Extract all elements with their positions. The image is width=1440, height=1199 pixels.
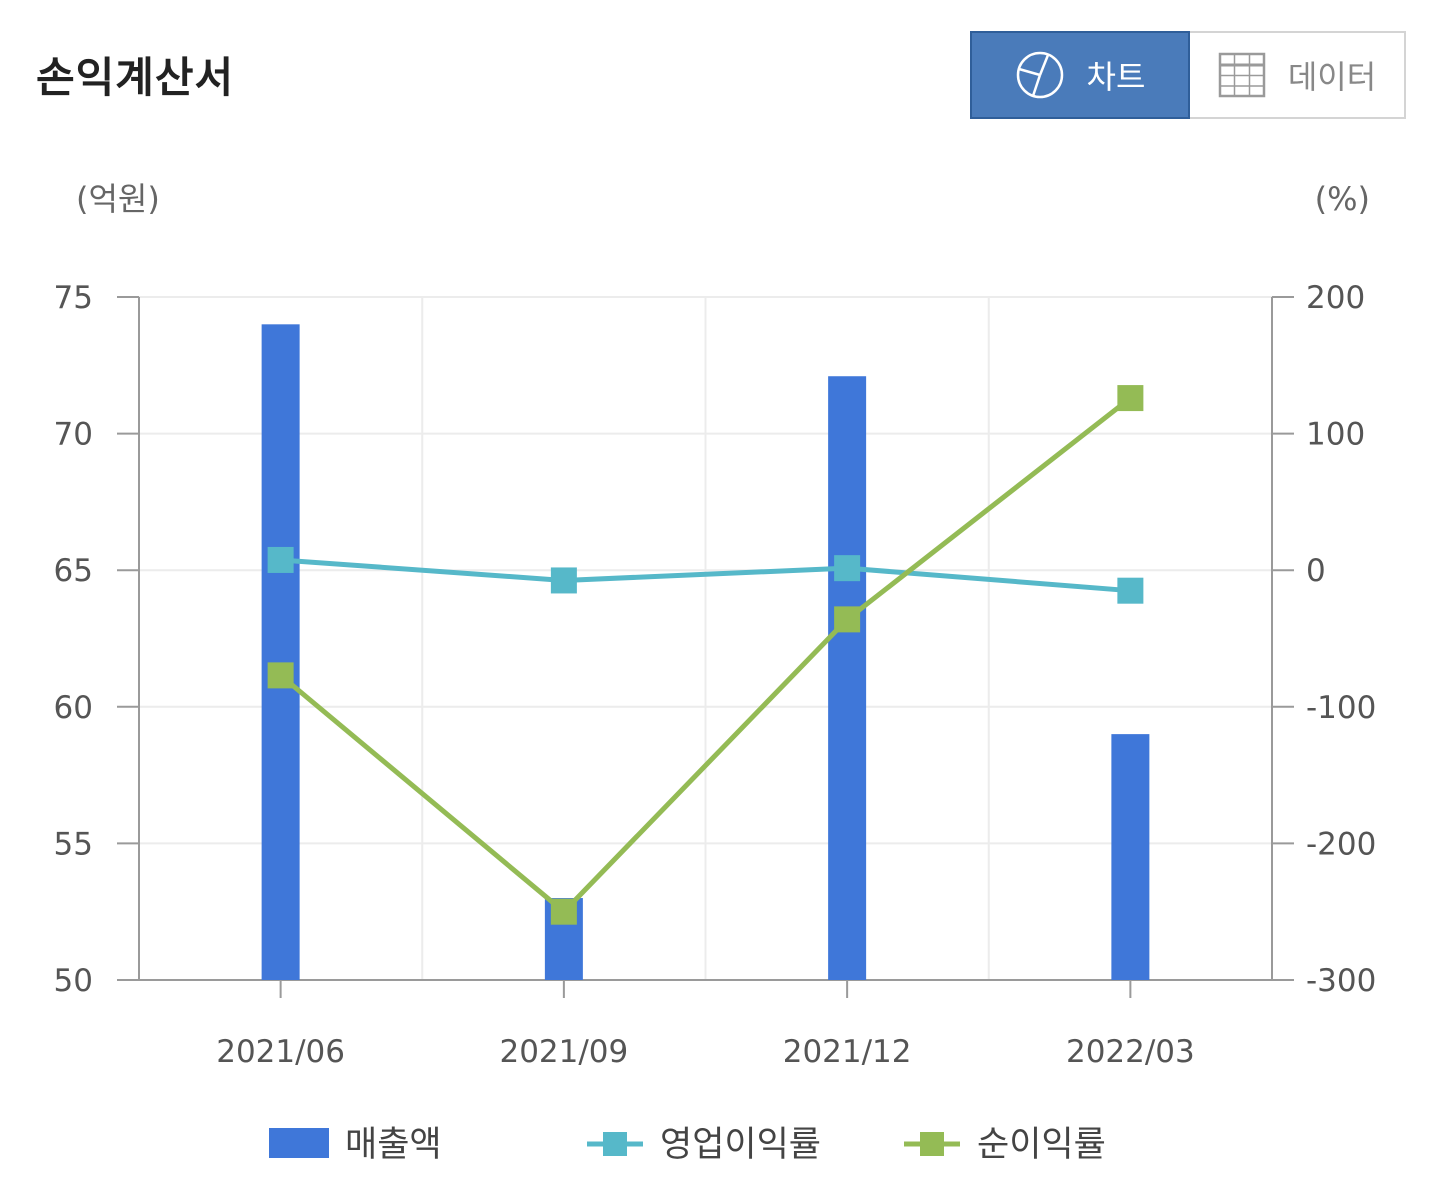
point-순이익률-2021/06 <box>267 662 294 689</box>
x-axis-tick-label: 2021/09 <box>499 1034 628 1070</box>
left-axis-unit: (억원) <box>76 180 160 218</box>
right-axis-unit: (%) <box>1315 180 1370 218</box>
line-순이익률 <box>279 396 1132 916</box>
bar-매출액-2021/06 <box>261 324 300 980</box>
legend-label: 순이익률 <box>977 1125 1106 1165</box>
bar-매출액-2022/03 <box>1111 734 1150 980</box>
legend-swatch-bar <box>269 1128 329 1158</box>
left-axis-tick-label: 50 <box>54 963 93 999</box>
point-순이익률-2022/03 <box>1117 385 1144 412</box>
point-영업이익률-2021/06 <box>267 546 294 573</box>
view-toggle: 차트 데이터 <box>970 31 1406 119</box>
x-axis-tick-label: 2021/06 <box>216 1034 345 1070</box>
data-tab-label: 데이터 <box>1287 58 1377 96</box>
left-axis-tick-label: 60 <box>54 690 93 726</box>
point-영업이익률-2021/12 <box>834 555 861 582</box>
table-icon <box>1218 52 1266 98</box>
right-axis-tick-label: 0 <box>1306 553 1326 589</box>
pie-chart-icon <box>1016 51 1063 99</box>
left-axis-tick-label: 65 <box>54 553 93 589</box>
x-axis-tick-label: 2022/03 <box>1066 1034 1195 1070</box>
left-axis-tick-label: 70 <box>54 417 93 453</box>
legend-label: 매출액 <box>345 1125 442 1165</box>
x-axis-tick-label: 2021/12 <box>783 1034 912 1070</box>
line-영업이익률 <box>280 557 1131 594</box>
left-axis-tick-label: 75 <box>54 280 93 316</box>
right-axis-tick-label: -300 <box>1306 963 1376 999</box>
right-axis-tick-label: -100 <box>1306 690 1376 726</box>
point-순이익률-2021/09 <box>550 898 577 925</box>
legend-swatch-marker <box>920 1132 944 1156</box>
legend-label: 영업이익률 <box>660 1125 821 1165</box>
right-axis-tick-label: -200 <box>1306 826 1376 862</box>
point-순이익률-2021/12 <box>834 606 861 633</box>
legend-swatch-marker <box>603 1132 627 1156</box>
bar-매출액-2021/12 <box>828 376 867 980</box>
point-영업이익률-2021/09 <box>550 567 577 594</box>
right-axis-tick-label: 100 <box>1306 417 1365 453</box>
left-axis-tick-label: 55 <box>54 826 93 862</box>
right-axis-tick-label: 200 <box>1306 280 1365 316</box>
point-영업이익률-2022/03 <box>1117 577 1144 604</box>
chart-tab-button[interactable]: 차트 <box>970 31 1190 119</box>
page-title: 손익계산서 <box>36 53 235 102</box>
data-tab-button[interactable]: 데이터 <box>1190 31 1406 119</box>
chart-tab-label: 차트 <box>1086 58 1146 96</box>
income-statement-chart: 75 70 65 60 55 50 200 100 0 -100 -200 -300 (억원) (%) 20… <box>54 180 1377 1165</box>
